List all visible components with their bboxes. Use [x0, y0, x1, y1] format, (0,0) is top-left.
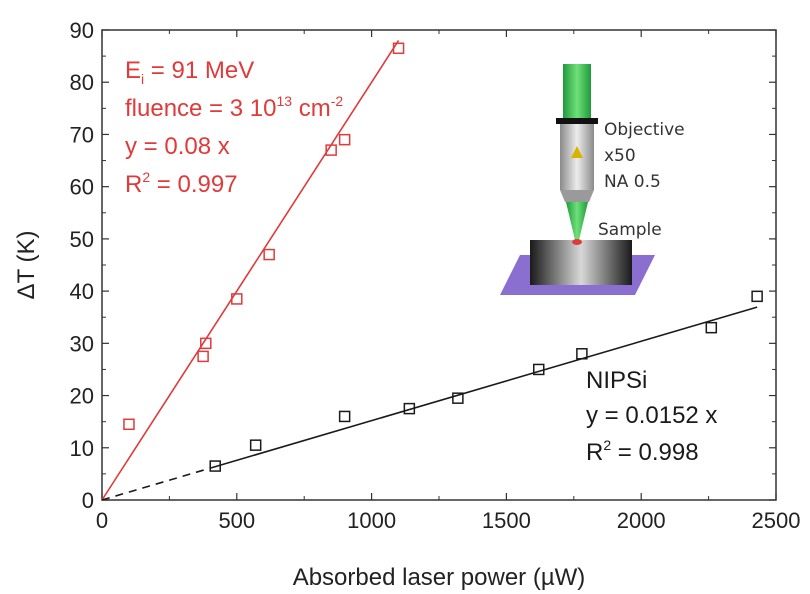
x-tick-label: 2000	[617, 508, 666, 533]
magnification-label: x50	[604, 146, 636, 166]
data-point	[325, 144, 337, 156]
data-point	[705, 321, 718, 334]
data-point	[452, 392, 464, 404]
red-series-annotation: Ei = 91 MeV fluence = 3 1013 cm-2 y = 0.…	[125, 57, 343, 198]
black-fit-equation: y = 0.0152 x	[586, 402, 717, 429]
fit-line	[101, 40, 400, 501]
data-point	[576, 348, 588, 360]
data-point	[231, 293, 243, 305]
y-tick-label: 80	[70, 70, 94, 95]
objective-label: Objective	[604, 120, 685, 140]
aperture-label: NA 0.5	[604, 172, 661, 192]
y-tick-label: 40	[70, 279, 94, 304]
x-tick-label: 2500	[752, 508, 801, 533]
data-point	[403, 402, 416, 415]
data-markers	[123, 42, 763, 472]
laser-beam	[563, 64, 591, 120]
y-tick-label: 60	[70, 175, 94, 200]
sample-block	[530, 240, 632, 285]
x-tick-label: 0	[96, 508, 108, 533]
y-tick-label: 20	[70, 384, 94, 409]
x-tick-label: 500	[218, 508, 255, 533]
y-tick-label: 10	[70, 436, 94, 461]
inset-objective-diagram: Objective x50 NA 0.5 Sample	[500, 64, 685, 295]
red-r-squared: R2 = 0.997	[125, 169, 238, 198]
data-point	[209, 460, 221, 472]
laser-spot	[572, 239, 582, 245]
y-tick-label: 90	[70, 18, 94, 43]
y-tick-label: 70	[70, 122, 94, 147]
data-point	[263, 248, 275, 261]
y-tick-label: 0	[82, 488, 94, 513]
data-point	[338, 410, 351, 423]
data-point	[197, 350, 209, 363]
black-r-squared: R2 = 0.998	[586, 437, 699, 466]
data-point	[249, 439, 262, 451]
y-axis: 0 10 20 30 40 50 60 70 80 90	[70, 18, 776, 513]
objective-nose	[560, 190, 594, 202]
data-point	[751, 290, 763, 303]
x-tick-label: 1000	[347, 508, 396, 533]
fluence-label: fluence = 3 1013 cm-2	[125, 93, 343, 122]
data-point	[200, 337, 212, 350]
objective-top-band	[556, 118, 598, 124]
x-axis-title: Absorbed laser power (µW)	[293, 564, 586, 591]
sample-label: Sample	[598, 220, 662, 240]
black-series-annotation: NIPSi y = 0.0152 x R2 = 0.998	[586, 367, 717, 466]
black-series-name: NIPSi	[586, 367, 647, 394]
data-point	[123, 418, 135, 431]
y-tick-label: 30	[70, 331, 94, 356]
y-tick-label: 50	[70, 227, 94, 252]
data-point	[533, 363, 545, 376]
x-tick-label: 1500	[482, 508, 531, 533]
fit-lines	[101, 40, 758, 501]
lens-marker-icon	[571, 146, 583, 158]
fit-line-extrapolated	[101, 467, 211, 501]
energy-label: Ei = 91 MeV	[125, 57, 254, 87]
x-axis: 0 500 1000 1500 2000 2500	[96, 30, 801, 533]
fit-line	[209, 306, 758, 470]
data-point	[392, 42, 405, 55]
y-axis-title: ΔT (K)	[13, 231, 40, 300]
focused-beam	[566, 202, 588, 240]
data-point	[338, 133, 351, 146]
red-fit-equation: y = 0.08 x	[125, 133, 230, 160]
plot-area: 0 10 20 30 40 50 60 70 80 90 0 500 1000 1500 2000 2500	[70, 18, 801, 533]
